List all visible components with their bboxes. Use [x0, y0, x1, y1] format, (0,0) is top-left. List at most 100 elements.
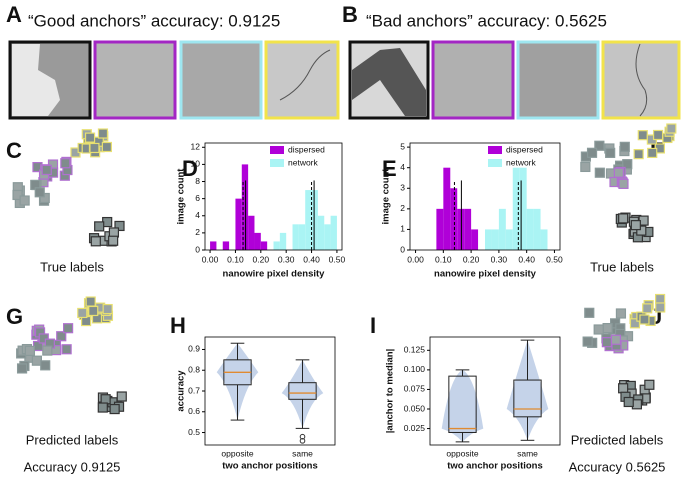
- bar: [512, 167, 520, 250]
- bar: [298, 224, 306, 250]
- x-tick-label: 0.10: [435, 254, 452, 264]
- thumbnail: [618, 178, 629, 189]
- y-axis-label: accuracy: [176, 370, 187, 412]
- thumbnail: [88, 305, 99, 317]
- x-tick-label: 0.00: [407, 254, 424, 264]
- thumbnail: [102, 303, 113, 315]
- thumbnail: [108, 227, 120, 238]
- x-tick-label: 0.10: [227, 254, 244, 264]
- violin: [506, 340, 549, 441]
- thumbnail: [108, 235, 119, 246]
- x-tick-label: 0.50: [546, 254, 563, 264]
- thumbnail: [12, 189, 23, 201]
- y-tick-label: 1: [400, 224, 405, 234]
- thumbnail: [90, 236, 101, 247]
- x-axis-label: two anchor positions: [222, 461, 318, 472]
- bar: [273, 241, 280, 250]
- thumbnail: [602, 322, 613, 334]
- x-tick-label: 0.20: [463, 254, 480, 264]
- x-tick-label: opposite: [221, 448, 253, 458]
- y-tick-label: 4: [195, 210, 200, 220]
- thumbnail: [97, 402, 108, 413]
- panel-letter: E: [382, 156, 397, 181]
- thumbnail: [618, 213, 629, 224]
- legend-swatch: [488, 146, 502, 154]
- y-tick-label: 0.5: [188, 427, 200, 437]
- thumbnail: [642, 303, 653, 314]
- thumbnail: [84, 132, 96, 143]
- bar: [324, 224, 331, 250]
- thumbnail: [639, 314, 650, 325]
- outlier: [299, 433, 306, 440]
- thumbnail: [593, 324, 604, 335]
- x-tick-label: 0.30: [278, 254, 295, 264]
- thumbnail: [610, 334, 622, 345]
- x-tick-label: 0.30: [491, 254, 508, 264]
- x-tick-label: 0.20: [253, 254, 270, 264]
- x-axis-label: nanowire pixel density: [434, 269, 537, 280]
- bar: [317, 215, 325, 250]
- legend-swatch: [270, 146, 284, 154]
- thumbnail: [613, 167, 624, 178]
- y-tick-label: 0.9: [188, 344, 200, 354]
- bar: [485, 229, 492, 250]
- bar: [505, 229, 513, 250]
- violin: [441, 369, 484, 442]
- thumbnail: [109, 403, 120, 415]
- thumbnail: [637, 130, 648, 141]
- heading: “Bad anchors” accuracy: 0.5625: [366, 11, 607, 30]
- box: [513, 379, 542, 418]
- caption: True labels: [40, 259, 104, 274]
- legend-label: network: [288, 157, 319, 167]
- bar: [464, 208, 472, 250]
- thumbnail: [114, 220, 125, 232]
- thumbnail: [605, 147, 616, 158]
- caption: True labels: [590, 259, 654, 274]
- panel-letter: H: [170, 313, 186, 338]
- legend-label: dispersed: [506, 144, 543, 154]
- panel-letter: D: [182, 156, 198, 181]
- bar: [471, 229, 479, 250]
- y-tick-label: 0.7: [188, 385, 200, 395]
- thumbnail: [601, 337, 612, 348]
- caption: Predicted labels: [571, 432, 664, 447]
- thumbnail: [580, 161, 591, 173]
- thumbnail: [42, 345, 53, 356]
- thumbnail: [38, 333, 49, 344]
- y-tick-label: 0.6: [188, 406, 200, 416]
- thumbnail: [623, 396, 634, 408]
- thumbnail: [56, 331, 67, 342]
- panel-letter: C: [6, 138, 22, 163]
- thumbnail: [61, 344, 72, 355]
- y-tick-label: 0.100: [404, 364, 426, 374]
- bar: [235, 198, 242, 250]
- bar: [241, 164, 249, 250]
- thumbnail: [594, 140, 605, 151]
- thumbnail: [77, 307, 88, 319]
- bar: [498, 208, 506, 250]
- bar: [436, 208, 444, 250]
- bar: [457, 208, 465, 250]
- box: [448, 375, 477, 433]
- bar: [222, 241, 230, 250]
- thumbnail: [622, 159, 633, 170]
- thumbnail: [652, 129, 664, 141]
- caption: Accuracy 0.9125: [24, 459, 121, 474]
- thumbnail: [19, 195, 30, 206]
- thumbnail: [633, 149, 644, 160]
- thumbnail: [636, 225, 647, 236]
- violin: [216, 343, 259, 421]
- y-tick-label: 3: [400, 183, 405, 193]
- y-tick-label: 0.025: [404, 423, 426, 433]
- thumbnail: [644, 379, 655, 390]
- y-tick-label: 6: [195, 193, 200, 203]
- x-tick-label: 0.00: [202, 254, 219, 264]
- plot-frame: [204, 142, 343, 251]
- y-tick-label: 0.125: [404, 345, 426, 355]
- thumbnail: [615, 308, 627, 319]
- bar: [491, 229, 499, 250]
- thumbnail: [116, 391, 127, 402]
- thumbnail: [16, 363, 28, 374]
- thumbnail: [655, 302, 666, 313]
